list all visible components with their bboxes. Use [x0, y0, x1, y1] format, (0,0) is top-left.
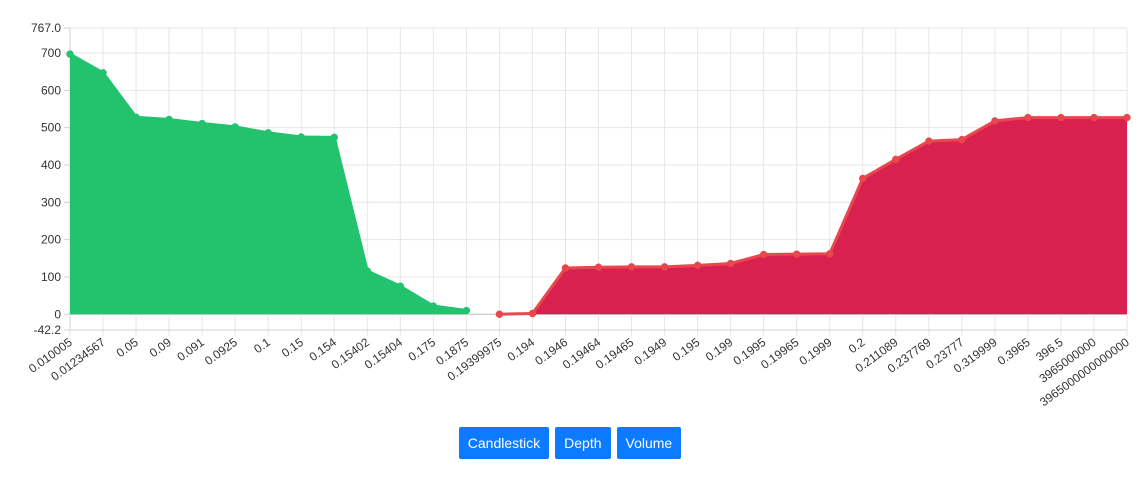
candlestick-button[interactable]: Candlestick	[458, 427, 550, 459]
x-tick-label: 0.15	[279, 335, 306, 360]
series-1-area	[70, 54, 467, 315]
x-tick-label: 0.195	[670, 335, 703, 364]
data-point	[99, 69, 107, 77]
depth-button[interactable]: Depth	[555, 427, 611, 459]
chart-points	[66, 50, 1131, 318]
x-tick-label: 0.19465	[593, 335, 637, 372]
x-tick-label: 0.19965	[758, 335, 802, 372]
x-tick-label: 0.1949	[631, 335, 669, 368]
data-point	[330, 133, 338, 142]
y-tick-label: 0	[54, 307, 61, 321]
y-tick-label: 300	[41, 195, 61, 209]
y-tick-label: -42.2	[34, 323, 62, 337]
data-point	[1024, 113, 1032, 122]
x-tick-label: 0.05	[114, 335, 141, 360]
x-tick-label: 0.175	[406, 335, 439, 364]
data-point	[826, 250, 834, 258]
x-tick-label: 0.0925	[202, 335, 240, 368]
data-point	[792, 250, 801, 258]
x-tick-label: 0.194	[505, 335, 538, 364]
y-tick-label: 400	[41, 158, 61, 172]
y-tick-label: 100	[41, 270, 61, 284]
data-point	[627, 263, 636, 271]
data-point	[1090, 113, 1098, 122]
y-tick-label: 600	[41, 83, 61, 97]
data-point	[132, 113, 140, 121]
data-point	[958, 135, 966, 144]
chart-type-buttons: Candlestick Depth Volume	[0, 427, 1140, 459]
x-tick-label: 0.15404	[362, 335, 406, 372]
data-point	[528, 309, 537, 318]
data-point	[429, 302, 438, 310]
x-tick-label: 0.199	[703, 335, 736, 364]
data-point	[925, 137, 933, 145]
data-point	[892, 155, 900, 164]
data-point	[561, 264, 570, 272]
y-tick-label: 700	[41, 46, 61, 60]
series-2-line	[499, 116, 1127, 316]
series-2-area	[499, 117, 1127, 315]
y-tick-label: 200	[41, 233, 61, 247]
data-point	[396, 282, 405, 290]
data-point	[594, 263, 603, 271]
x-tick-label: 0.3965	[995, 335, 1033, 368]
data-point	[1057, 113, 1065, 122]
data-point	[1123, 113, 1131, 122]
data-point	[726, 259, 735, 268]
data-point	[859, 174, 867, 183]
data-point	[660, 263, 669, 271]
data-point	[991, 117, 999, 125]
volume-button[interactable]: Volume	[616, 427, 682, 459]
x-tick-label: 0.09	[147, 335, 174, 360]
y-axis: -42.2 0 100 200 300 400 500 600 700 767.0	[31, 21, 70, 337]
data-point	[693, 261, 702, 270]
data-point	[363, 267, 371, 275]
y-tick-label: 500	[41, 121, 61, 135]
x-tick-label: 0.1999	[797, 335, 835, 368]
data-point	[198, 119, 206, 128]
x-tick-label: 0.091	[174, 335, 207, 364]
data-point	[264, 129, 272, 137]
data-point	[462, 306, 471, 315]
data-point	[495, 310, 504, 318]
data-point	[165, 115, 173, 124]
data-point	[297, 133, 305, 141]
data-point	[759, 250, 768, 259]
y-tick-label: 767.0	[31, 21, 61, 35]
data-point	[231, 123, 239, 131]
data-point	[66, 50, 74, 58]
x-tick-label: 0.2	[846, 335, 868, 356]
x-tick-label: 0.1	[251, 335, 273, 356]
